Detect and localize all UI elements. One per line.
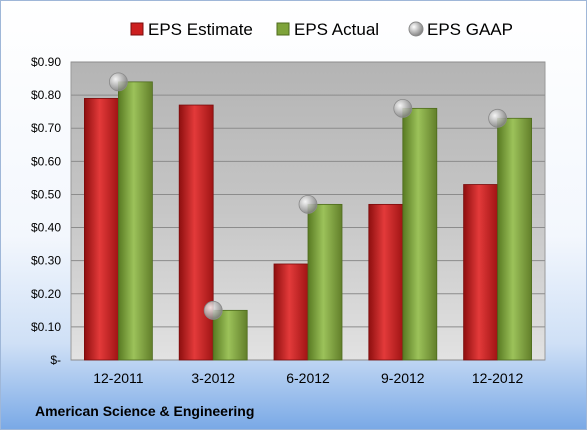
y-tick-label: $0.10 (31, 320, 61, 334)
y-tick-label: $- (50, 353, 61, 367)
eps-actual-bar (307, 203, 343, 361)
eps-gaap-marker (393, 98, 413, 118)
y-tick-label: $0.20 (31, 287, 61, 301)
legend-swatch (130, 22, 144, 36)
legend-swatch (276, 22, 290, 36)
y-tick-label: $0.30 (31, 254, 61, 268)
legend-eps-estimate: EPS Estimate (130, 20, 253, 39)
eps-gaap-marker (488, 108, 508, 128)
x-tick-label: 9-2012 (381, 370, 425, 386)
eps-actual-bar (497, 117, 533, 361)
eps-estimate-bar (368, 203, 404, 361)
x-tick-label: 12-2011 (93, 370, 144, 386)
y-tick-label: $0.60 (31, 154, 61, 168)
eps-gaap-marker (298, 194, 318, 214)
y-tick-label: $0.40 (31, 221, 61, 235)
x-tick-label: 12-2012 (472, 370, 524, 386)
y-tick-label: $0.70 (31, 121, 61, 135)
legend-swatch (408, 21, 424, 37)
legend-label: EPS Estimate (148, 20, 253, 39)
eps-gaap-marker (109, 72, 128, 92)
eps-estimate-bar (463, 184, 499, 361)
eps-actual-bar (212, 309, 248, 361)
y-tick-label: $0.90 (31, 55, 61, 69)
eps-gaap-marker (203, 300, 223, 320)
y-tick-label: $0.50 (31, 187, 61, 201)
legend-eps-gaap: EPS GAAP (408, 20, 513, 39)
y-tick-label: $0.80 (31, 88, 61, 102)
eps-actual-bar (402, 107, 438, 361)
eps-actual-bar (118, 81, 153, 361)
eps-estimate-bar (178, 104, 214, 361)
eps-estimate-bar (273, 263, 309, 361)
legend-eps-actual: EPS Actual (276, 20, 379, 39)
legend-label: EPS GAAP (427, 20, 513, 39)
x-tick-label: 3-2012 (191, 370, 235, 386)
company-label: American Science & Engineering (35, 403, 255, 419)
legend-label: EPS Actual (294, 20, 379, 39)
x-tick-label: 6-2012 (286, 370, 330, 386)
eps-estimate-bar (84, 98, 119, 361)
